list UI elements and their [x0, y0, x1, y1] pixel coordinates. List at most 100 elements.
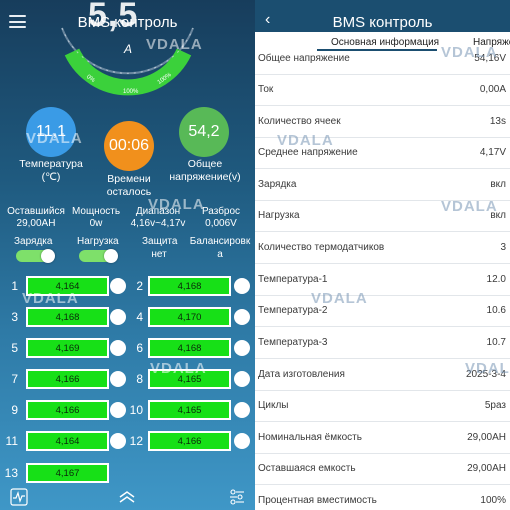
back-arrow-icon[interactable]: ‹ [265, 11, 271, 28]
cell-number: 6 [136, 341, 143, 355]
info-tabs: Основная информация Напряже [255, 32, 510, 52]
info-row: Количество термодатчиков 3 [255, 233, 510, 264]
info-row: Зарядка вкл [255, 170, 510, 201]
cell-number: 8 [136, 372, 143, 386]
cell-voltage-bar: 4,164 [26, 276, 109, 296]
info-row: Температура-3 10.7 [255, 328, 510, 359]
cell-balance-dot [110, 402, 126, 418]
bms-main-screen: 5,5 A 0% 100% 100% BMS контроль 11,1 Тем… [0, 0, 255, 510]
watermark-logo: VDALA [148, 196, 205, 213]
stat-spread: Разброс 0,006V [201, 206, 241, 229]
cell-balance-dot [234, 402, 250, 418]
time-remaining-circle: 00:06 [104, 121, 154, 171]
temperature-label: Температура (℃) [19, 158, 83, 183]
gauge-tick-mid: 100% [123, 89, 139, 95]
load-label: Нагрузка [77, 236, 119, 247]
cell-voltage-bar: 4,167 [26, 463, 109, 483]
watermark-logo: VDALA [26, 130, 83, 147]
protection-label: Защита [142, 236, 178, 247]
cell-voltage-bar: 4,168 [26, 307, 109, 327]
cell-voltage-bar: 4,168 [148, 338, 231, 358]
cell-balance-dot [234, 371, 250, 387]
cell-number: 2 [136, 279, 143, 293]
cell-balance-dot [234, 340, 250, 356]
watermark-logo: VDALA [146, 36, 203, 53]
cell-number: 10 [129, 403, 143, 417]
info-row: Количество ячеек 13s [255, 107, 510, 138]
info-row: Циклы 5раз [255, 391, 510, 422]
cell-voltage-bar: 4,168 [148, 276, 231, 296]
temperature-circle: 11,1 [26, 107, 76, 157]
total-voltage-label: Общее напряжение(v) [169, 158, 241, 183]
chevron-up-icon[interactable] [117, 490, 137, 504]
cell-number: 5 [11, 341, 18, 355]
tab-active-indicator [317, 49, 437, 51]
stat-power: Мощность 0w [71, 206, 121, 229]
menu-icon[interactable] [9, 15, 26, 28]
cell-number: 4 [136, 310, 143, 324]
info-row: Нагрузка вкл [255, 201, 510, 232]
cell-balance-dot [234, 278, 250, 294]
cell-voltage-bar: 4,169 [26, 338, 109, 358]
charge-label: Зарядка [14, 236, 53, 247]
total-voltage-circle: 54,2 [179, 107, 229, 157]
watermark-logo: VDALA [277, 132, 334, 149]
info-row: Ток 0,00A [255, 75, 510, 106]
cell-balance-dot [110, 371, 126, 387]
balancing-label-suffix: а [217, 249, 223, 260]
charge-toggle[interactable] [16, 249, 55, 263]
cell-balance-dot [234, 433, 250, 449]
info-header: ‹ BMS контроль [255, 0, 510, 32]
info-row: Оставшаяся емкость 29,00AH [255, 454, 510, 485]
cell-number: 3 [11, 310, 18, 324]
info-row: Среднее напряжение 4,17V [255, 138, 510, 169]
cell-voltage-bar: 4,166 [148, 431, 231, 451]
watermark-logo: VDALA [150, 360, 207, 377]
cell-balance-dot [110, 340, 126, 356]
current-gauge [61, 27, 194, 96]
bottom-bar [0, 486, 255, 510]
stat-remaining: Оставшийся 29,00AH [7, 206, 65, 229]
app-title: BMS контроль [77, 14, 178, 31]
cell-number: 12 [129, 434, 143, 448]
time-remaining-label: Времени осталось [106, 173, 152, 198]
cell-voltage-bar: 4,165 [148, 369, 231, 389]
cell-number: 1 [11, 279, 18, 293]
info-row: Номинальная ёмкость 29,00AH [255, 423, 510, 454]
bms-info-screen: ‹ BMS контроль Основная информация Напря… [255, 0, 510, 510]
watermark-logo: VDALA [441, 198, 498, 215]
info-row: Общее напряжение 54,16V [255, 44, 510, 75]
cell-voltage-bar: 4,170 [148, 307, 231, 327]
watermark-logo: VDALA [311, 290, 368, 307]
cell-number: 7 [11, 372, 18, 386]
cell-number: 13 [4, 466, 18, 480]
balancing-label: Балансировк [189, 236, 251, 247]
watermark-logo: VDALA [22, 290, 79, 307]
cell-number: 11 [5, 434, 18, 448]
settings-sliders-icon[interactable] [228, 488, 246, 506]
cell-voltage-bar: 4,166 [26, 400, 109, 420]
info-row: Дата изготовления 2025-3-4 [255, 360, 510, 391]
current-gauge-unit: A [124, 42, 133, 56]
stat-range: Диапазон 4,16v~4,17v [130, 206, 186, 229]
info-row: Процентная вместимость 100% [255, 486, 510, 510]
cell-number: 9 [11, 403, 18, 417]
cell-voltage-bar: 4,164 [26, 431, 109, 451]
tab-voltage[interactable]: Напряже [473, 37, 510, 48]
cell-balance-dot [110, 278, 126, 294]
protection-value: нет [151, 249, 167, 260]
info-title: BMS контроль [332, 14, 433, 31]
info-row: Температура-2 10.6 [255, 296, 510, 327]
activity-icon[interactable] [10, 488, 28, 506]
cell-voltage-bar: 4,166 [26, 369, 109, 389]
watermark-logo: VDALA [465, 360, 510, 377]
info-row: Температура-1 12.0 [255, 265, 510, 296]
cell-balance-dot [110, 433, 126, 449]
tab-basic-info[interactable]: Основная информация [331, 37, 440, 48]
load-toggle[interactable] [79, 249, 118, 263]
current-gauge-value: 5,5 [88, 0, 139, 34]
cell-voltage-bar: 4,165 [148, 400, 231, 420]
cell-balance-dot [234, 309, 250, 325]
cell-balance-dot [110, 309, 126, 325]
watermark-logo: VDALA [441, 44, 498, 61]
